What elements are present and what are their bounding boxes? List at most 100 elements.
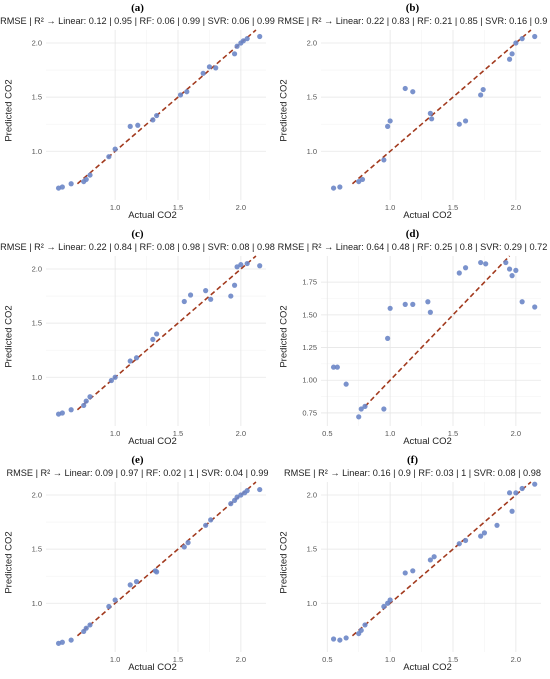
data-point: [519, 36, 525, 42]
x-tick-label: 2.0: [511, 655, 521, 664]
data-point: [184, 89, 190, 95]
y-tick-label: 1.5: [307, 545, 317, 554]
data-point: [68, 637, 74, 643]
y-tick-label: 2.0: [32, 264, 42, 273]
data-point: [330, 636, 337, 642]
data-point: [83, 176, 89, 183]
data-point: [181, 298, 187, 305]
data-point: [456, 121, 462, 127]
y-tick-label: 2.0: [32, 490, 42, 499]
data-point: [337, 184, 343, 190]
x-tick-label: 1.5: [173, 429, 183, 438]
x-tick-label: 1.5: [173, 655, 183, 664]
data-point: [234, 494, 240, 500]
data-point: [154, 569, 160, 575]
reference-line: [76, 481, 257, 637]
reference-line: [351, 29, 532, 185]
data-point: [154, 331, 160, 337]
x-tick-label: 1.0: [385, 655, 395, 664]
data-point: [337, 637, 343, 643]
data-point: [478, 259, 484, 266]
data-point: [238, 262, 244, 268]
x-tick-label: 2.0: [236, 655, 246, 664]
y-axis-label: Predicted CO2: [3, 79, 15, 142]
chart-title: RMSE | R² → Linear: 0.22 | 0.83 | RF: 0.…: [277, 16, 548, 26]
x-axis-label: Actual CO2: [128, 436, 177, 447]
data-point: [206, 64, 213, 70]
data-point: [506, 490, 513, 496]
data-point: [427, 557, 433, 563]
x-tick-label: 2.0: [236, 429, 246, 438]
data-point: [177, 92, 184, 98]
data-point: [112, 597, 118, 603]
data-point: [208, 517, 214, 523]
data-point: [480, 86, 486, 93]
data-point: [244, 260, 250, 267]
panel-label: (a): [131, 2, 144, 14]
data-point: [381, 603, 387, 610]
panel-c: 1.0 1.5 2.0 1.0 1.5 2.0 (c) RMSE | R² → Linear:…: [0, 226, 275, 452]
data-point: [402, 301, 408, 307]
data-point: [358, 406, 364, 412]
panel-label: (f): [407, 454, 418, 466]
data-point: [513, 267, 519, 273]
panel-a: 1.0 1.5 2.0 1.0 1.5 2.0 (a) RMSE | R² → Linear:…: [0, 0, 275, 226]
data-point: [244, 488, 250, 494]
x-axis-label: Actual CO2: [128, 210, 177, 221]
data-point: [427, 110, 433, 116]
reference-line: [76, 255, 257, 411]
data-point: [462, 537, 469, 544]
data-point: [494, 522, 500, 528]
x-axis-label: Actual CO2: [128, 662, 177, 673]
data-point: [200, 70, 206, 76]
data-point: [532, 33, 538, 40]
data-point: [385, 335, 391, 341]
y-axis-label: Predicted CO2: [278, 531, 290, 594]
data-point: [112, 146, 118, 152]
data-point: [203, 288, 209, 294]
x-axis-label: Actual CO2: [403, 210, 452, 221]
x-tick-label: 1.0: [110, 429, 120, 438]
y-tick-label: 1.75: [302, 278, 317, 287]
data-point: [213, 65, 219, 71]
data-point: [343, 635, 349, 641]
y-tick-label: 1.5: [307, 93, 317, 102]
data-point: [83, 625, 89, 631]
x-tick-label: 0.5: [322, 429, 332, 438]
y-tick-label: 1.0: [32, 599, 42, 608]
x-tick-label: 1.0: [110, 203, 120, 212]
data-point: [410, 89, 416, 95]
data-point: [133, 579, 140, 585]
panel-label: (b): [405, 2, 420, 14]
data-point: [519, 299, 525, 305]
data-point: [381, 406, 387, 412]
data-point: [503, 259, 509, 266]
data-point: [483, 261, 489, 267]
data-point: [187, 292, 194, 298]
chart-title: RMSE | R² → Linear: 0.22 | 0.84 | RF: 0.…: [0, 242, 275, 252]
data-point: [106, 603, 112, 610]
data-point: [509, 508, 515, 514]
data-point: [429, 116, 435, 122]
x-tick-label: 1.5: [173, 203, 183, 212]
data-point: [185, 540, 191, 546]
y-tick-label: 1.25: [302, 343, 317, 352]
y-tick-label: 1.5: [32, 319, 42, 328]
data-point: [427, 309, 433, 315]
data-point: [228, 293, 234, 299]
scatter-plot: 1.0 1.5 2.0 1.0 1.5 2.0: [307, 29, 541, 212]
data-point: [481, 530, 488, 536]
data-point: [231, 282, 238, 288]
x-tick-label: 2.0: [236, 203, 246, 212]
y-tick-label: 1.0: [32, 147, 42, 156]
panel-e: 1.0 1.5 2.0 1.0 1.5 2.0 (e) RMSE | R² → Linear:…: [0, 452, 275, 678]
data-point: [87, 172, 93, 178]
data-point: [127, 123, 133, 129]
data-point: [240, 38, 246, 44]
data-point: [234, 43, 240, 49]
data-point: [387, 597, 393, 603]
data-point: [133, 355, 140, 361]
data-point: [334, 364, 340, 370]
data-point: [59, 410, 65, 416]
scatter-plot: 1.0 1.5 2.0 1.0 1.5 2.0: [32, 29, 266, 212]
